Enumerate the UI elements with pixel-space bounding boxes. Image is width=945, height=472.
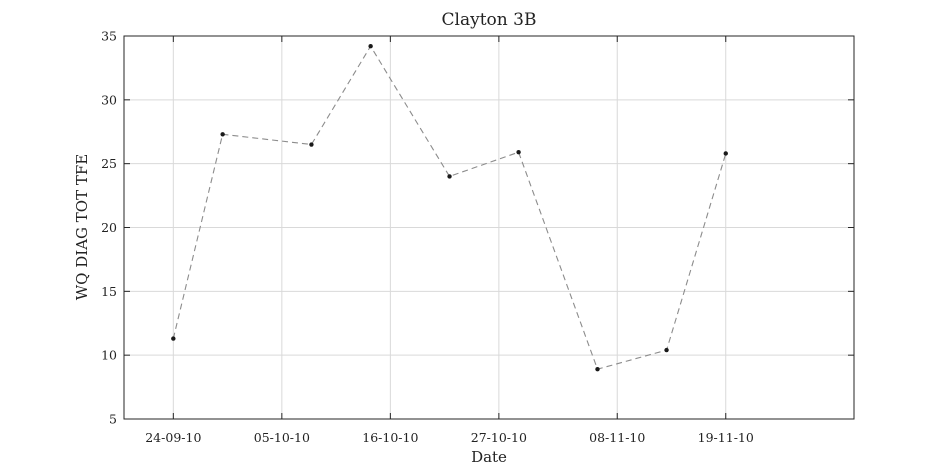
x-tick-label: 16-10-10	[362, 430, 418, 445]
series-layer	[171, 44, 728, 372]
tick-layer: 24-09-10 05-10-10 16-10-10 27-10-10 08-11-10…	[101, 29, 854, 445]
data-point	[368, 44, 373, 49]
x-tick-label: 05-10-10	[254, 430, 310, 445]
data-point	[171, 336, 176, 341]
y-axis-label: WQ DIAG TOT TFE	[73, 154, 91, 300]
x-axis-label: Date	[471, 448, 507, 466]
x-tick-label: 24-09-10	[145, 430, 201, 445]
data-point	[723, 151, 728, 156]
y-tick-label: 30	[101, 92, 117, 107]
y-tick-label: 20	[101, 220, 117, 235]
y-tick-label: 35	[101, 29, 117, 44]
data-point	[220, 132, 225, 137]
y-tick-label: 5	[109, 412, 117, 427]
data-point	[664, 347, 669, 353]
y-tick-label: 25	[101, 156, 117, 171]
chart-title: Clayton 3B	[442, 10, 537, 30]
data-point	[309, 142, 314, 147]
data-point	[516, 149, 521, 155]
x-tick-label: 27-10-10	[471, 430, 527, 445]
data-point	[447, 174, 452, 179]
y-tick-label: 15	[101, 284, 117, 299]
x-tick-label: 08-11-10	[589, 430, 645, 445]
x-tick-label: 19-11-10	[698, 430, 754, 445]
data-point	[595, 367, 600, 372]
y-tick-label: 10	[101, 348, 117, 363]
grid-layer	[124, 35, 854, 420]
series-line	[172, 45, 727, 370]
